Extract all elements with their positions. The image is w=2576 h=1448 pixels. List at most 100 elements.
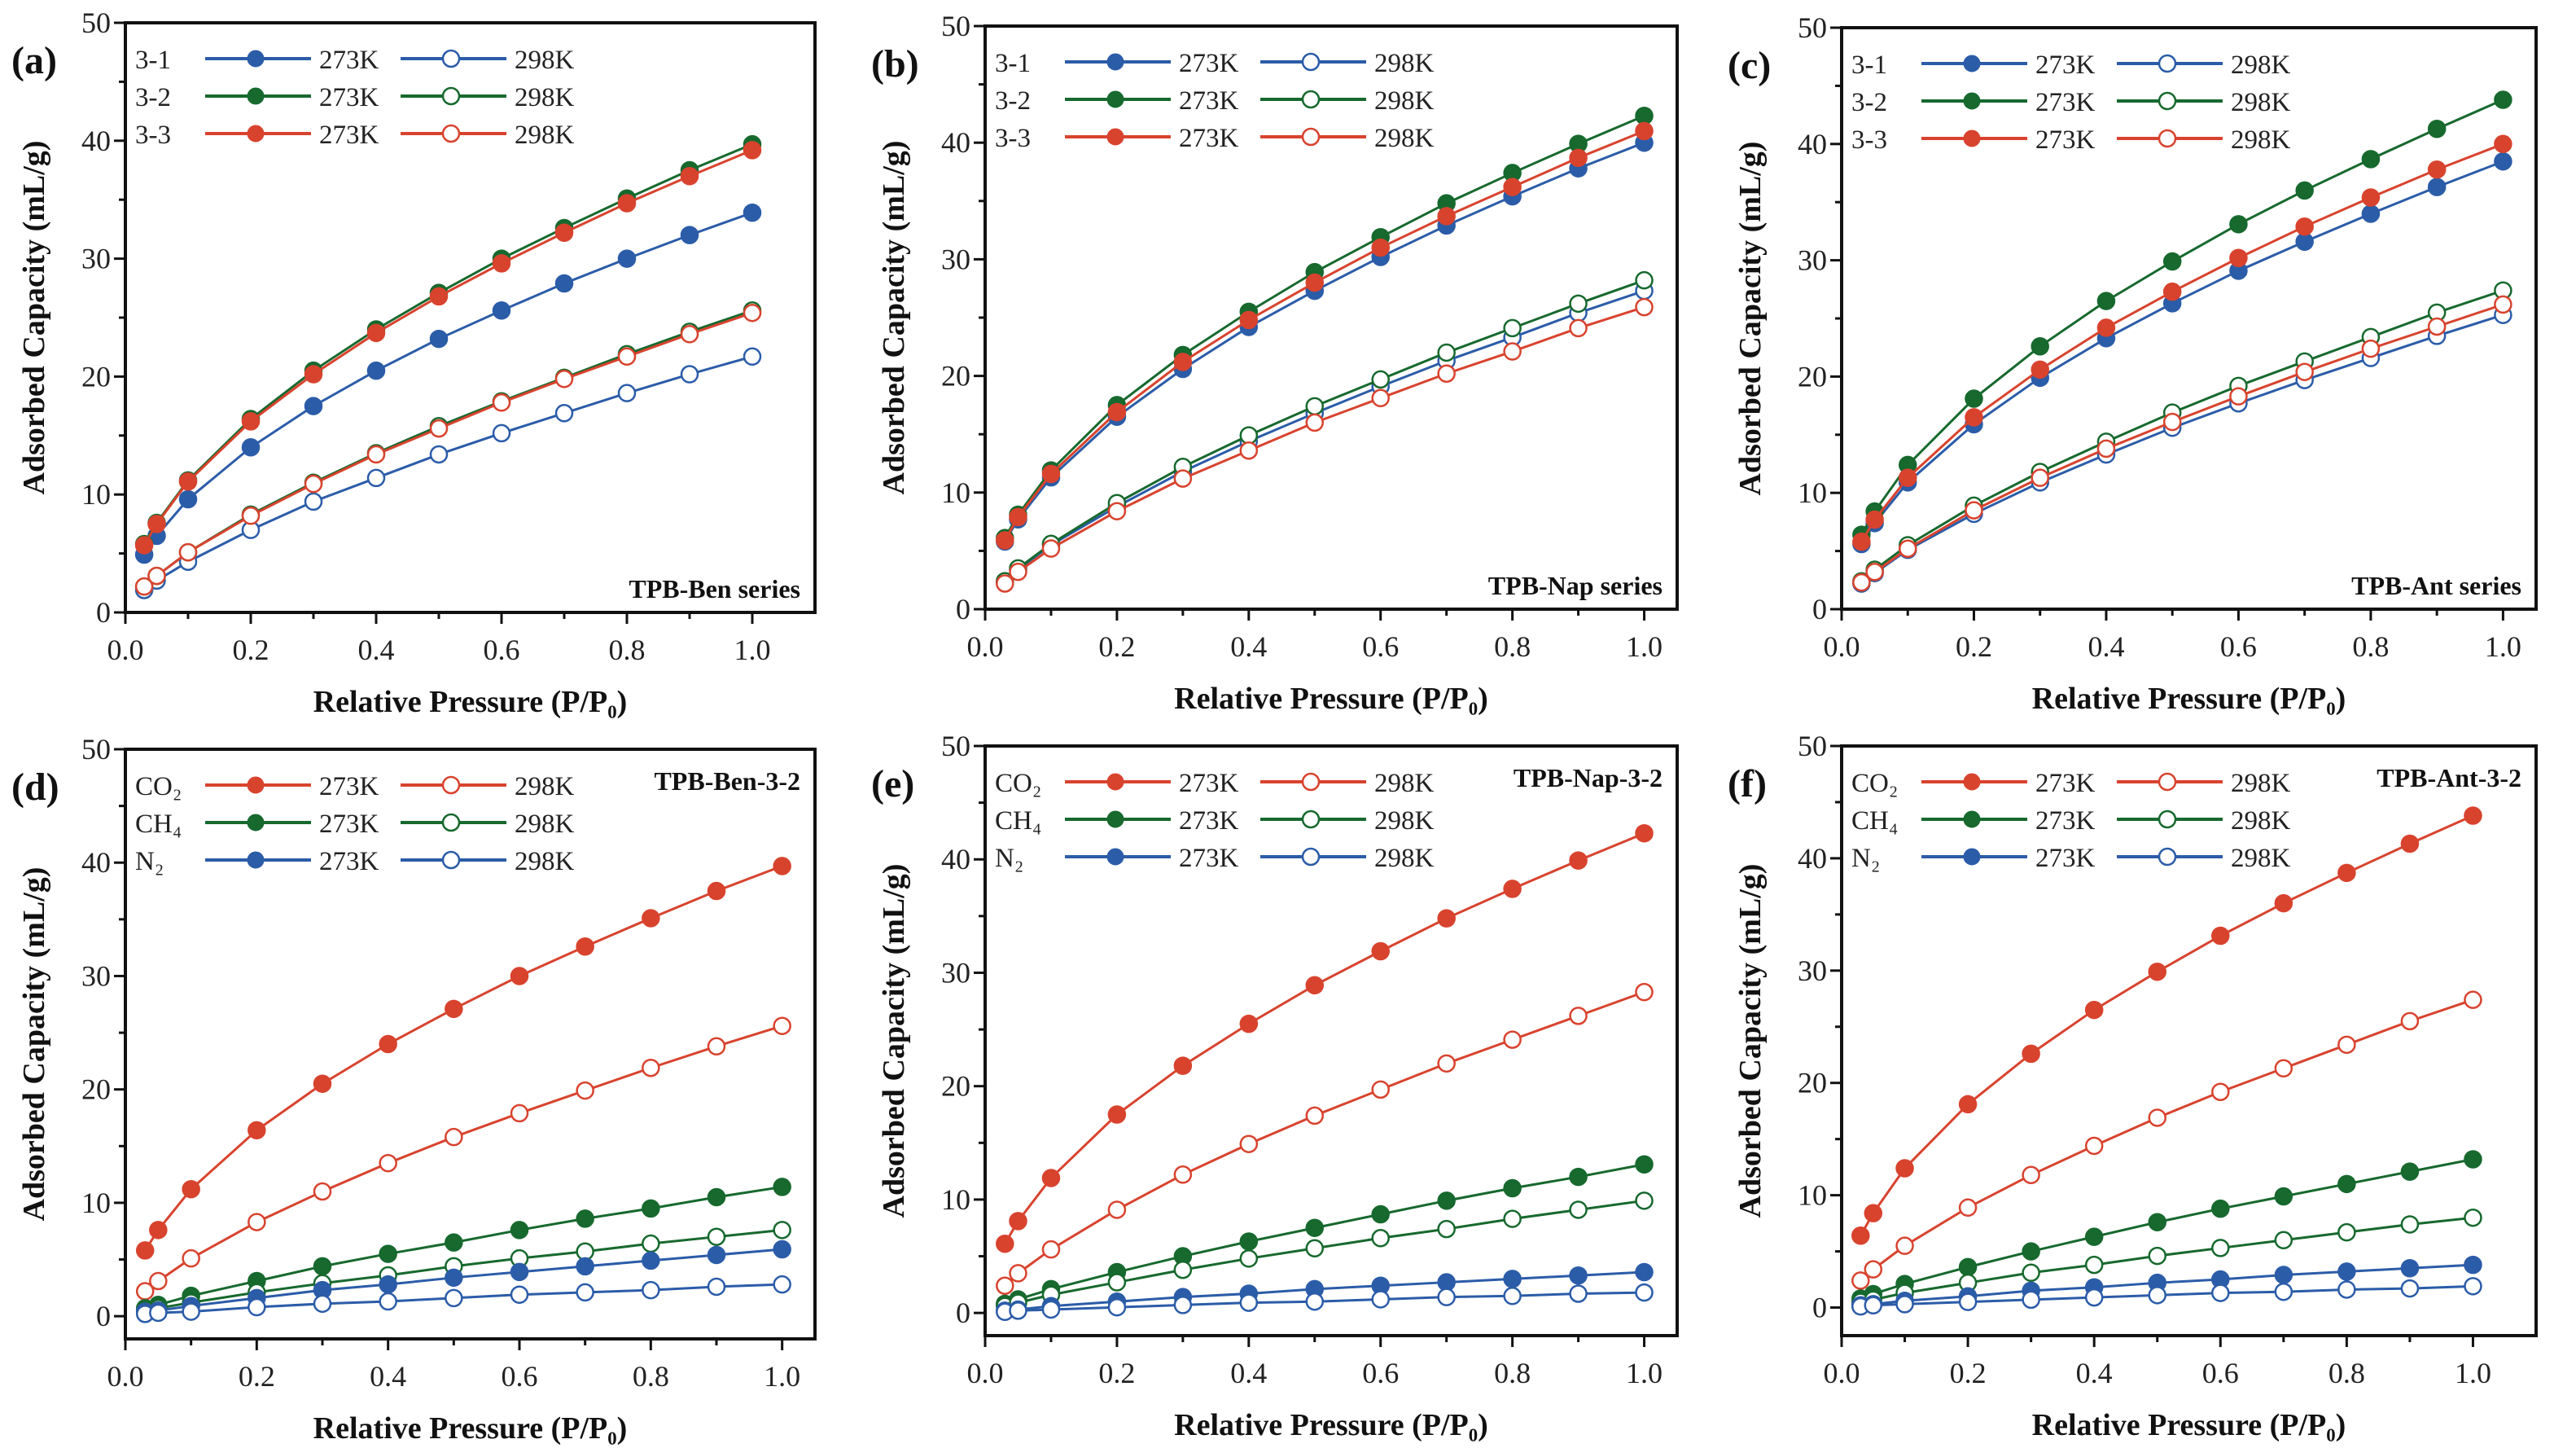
data-point xyxy=(445,999,463,1019)
legend-label: 3-2 xyxy=(995,86,1031,116)
data-point xyxy=(617,194,637,213)
data-point xyxy=(313,1182,332,1201)
x-tick-label: 0.4 xyxy=(358,634,395,666)
data-point xyxy=(576,1081,594,1100)
y-tick-label: 20 xyxy=(81,1073,111,1106)
y-tick-label: 50 xyxy=(941,10,970,42)
data-point xyxy=(2274,1187,2293,1206)
data-point xyxy=(554,223,574,242)
data-point xyxy=(2211,1283,2230,1302)
legend-entry: N₂ 273K 298K xyxy=(995,844,1435,873)
x-axis-title: Relative Pressure (P/P₀) xyxy=(2032,682,2346,716)
legend-marker-filled xyxy=(1963,55,1981,72)
data-point xyxy=(248,1297,266,1317)
series-n-273k xyxy=(996,1262,1654,1320)
data-point xyxy=(1852,573,1871,592)
data-point xyxy=(2400,1011,2420,1031)
legend-text-298k: 298K xyxy=(515,772,575,801)
data-point xyxy=(2031,337,2049,356)
series-line xyxy=(1860,289,2504,582)
data-point xyxy=(2337,1222,2356,1242)
series-co-273k xyxy=(1851,806,2482,1245)
data-point xyxy=(554,370,574,388)
x-tick-label: 0.0 xyxy=(107,1360,144,1393)
chart-panel-c: 0.0 0.2 0.4 0.6 0.8 1.0 0 10 20 30 40 50 Relative Pr… xyxy=(1728,11,2538,716)
data-point xyxy=(1305,1106,1325,1125)
data-point xyxy=(1239,1232,1259,1251)
data-point xyxy=(1239,1293,1259,1312)
data-point xyxy=(445,1233,463,1252)
data-point xyxy=(2295,181,2314,200)
y-tick-label: 40 xyxy=(1798,128,1827,160)
data-point xyxy=(304,397,323,415)
legend-text-273k: 273K xyxy=(2035,769,2096,798)
data-point xyxy=(2022,1165,2040,1185)
data-point xyxy=(429,419,449,438)
legend-entry: 3-3 273K 298K xyxy=(135,121,575,150)
data-point xyxy=(576,1209,594,1228)
panel-annotation: TPB-Ant series xyxy=(2351,571,2521,600)
data-point xyxy=(2162,412,2182,432)
legend-text-298k: 298K xyxy=(515,83,575,112)
data-point xyxy=(2400,1215,2420,1234)
data-point xyxy=(1864,1204,1883,1222)
y-tick-label: 30 xyxy=(941,956,970,989)
legend-text-273k: 273K xyxy=(319,772,379,801)
x-tick-label: 0.6 xyxy=(484,634,520,666)
panel-annotation: TPB-Ben series xyxy=(629,574,800,603)
data-point xyxy=(1305,1239,1325,1258)
series-3-2-273k xyxy=(1852,90,2512,544)
x-tick-label: 0.4 xyxy=(2088,630,2124,663)
data-point xyxy=(1173,1056,1193,1075)
data-point xyxy=(510,1285,529,1304)
data-point xyxy=(1635,297,1654,317)
y-tick-label: 0 xyxy=(956,593,970,625)
x-tick-label: 0.8 xyxy=(609,634,646,666)
x-tick-label: 0.8 xyxy=(2328,1357,2365,1389)
data-point xyxy=(707,1245,726,1265)
data-point xyxy=(2361,188,2381,207)
data-point xyxy=(1865,510,1884,529)
data-point xyxy=(617,249,637,268)
legend-text-273k: 273K xyxy=(1179,806,1239,836)
chart-panel-f: 0.0 0.2 0.4 0.6 0.8 1.0 0 10 20 30 40 50 Relative Pr… xyxy=(1728,730,2538,1442)
data-point xyxy=(576,1283,594,1302)
series-line xyxy=(143,355,753,591)
data-point xyxy=(1851,1271,1870,1290)
data-point xyxy=(149,1271,168,1291)
data-point xyxy=(1239,426,1259,445)
series-co-273k xyxy=(135,857,791,1260)
data-point xyxy=(2427,160,2447,179)
data-point xyxy=(445,1127,463,1147)
data-point xyxy=(1852,532,1871,551)
series-line xyxy=(1003,114,1645,539)
data-point xyxy=(178,542,198,562)
legend-marker-open xyxy=(2158,772,2177,792)
data-point xyxy=(2361,339,2381,358)
data-point xyxy=(617,384,637,402)
data-point xyxy=(1371,388,1390,408)
data-point xyxy=(366,445,386,464)
data-point xyxy=(1041,539,1061,558)
data-point xyxy=(1569,318,1588,338)
data-point xyxy=(1371,1290,1390,1309)
data-point xyxy=(2337,1174,2356,1194)
series-n-298k xyxy=(1851,1277,2482,1316)
x-tick-label: 1.0 xyxy=(734,634,771,666)
legend-entry: CH₄ 273K 298K xyxy=(1851,806,2291,836)
data-point xyxy=(996,1234,1014,1253)
data-point xyxy=(1173,1260,1193,1279)
legend-label: CO₂ xyxy=(135,772,182,801)
legend-text-273k: 273K xyxy=(319,46,379,75)
data-point xyxy=(147,566,166,586)
y-tick-label: 30 xyxy=(1798,244,1827,277)
data-point xyxy=(1958,1095,1978,1114)
data-point xyxy=(680,325,699,344)
data-point xyxy=(2022,1242,2040,1261)
data-point xyxy=(707,1187,726,1207)
y-tick-label: 30 xyxy=(81,959,111,992)
data-point xyxy=(147,515,166,533)
data-point xyxy=(1371,370,1390,389)
series-n-298k xyxy=(996,1283,1654,1322)
legend-text-298k: 298K xyxy=(1374,86,1435,116)
